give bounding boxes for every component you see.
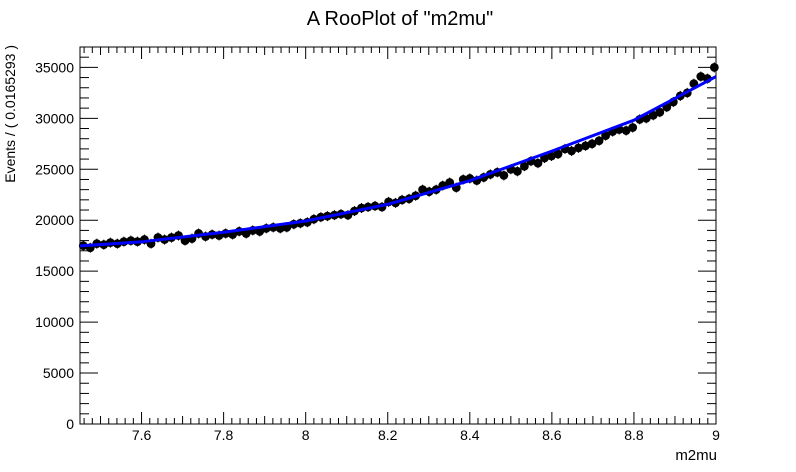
x-tick-label: 8.6 — [542, 427, 562, 443]
data-point — [567, 146, 576, 156]
x-tick-label: 8.4 — [460, 427, 480, 443]
data-point — [519, 161, 529, 171]
y-tick-label: 5000 — [43, 365, 74, 381]
chart-title: A RooPlot of "m2mu" — [307, 8, 494, 30]
x-tick-label: 7.8 — [214, 427, 234, 443]
fit-curve — [79, 75, 717, 248]
plot-frame — [79, 46, 717, 425]
data-point — [499, 170, 509, 180]
y-axis: 0 5000 10000 15000 20000 25000 30000 35000 — [35, 46, 716, 432]
data-point — [621, 126, 631, 135]
data-point — [594, 136, 604, 146]
x-tick-label: 8.2 — [378, 427, 398, 443]
y-tick-label: 30000 — [35, 110, 74, 126]
x-tick-label: 9 — [712, 427, 720, 443]
x-axis-label: m2mu — [675, 447, 717, 464]
data-point — [648, 110, 658, 120]
data-point — [655, 107, 665, 117]
data-point — [709, 62, 719, 72]
data-point — [601, 131, 611, 141]
data-point — [574, 143, 583, 153]
data-point — [255, 227, 265, 236]
y-tick-label: 15000 — [35, 263, 74, 279]
x-tick-label: 8.8 — [624, 427, 644, 443]
x-tick-label: 8 — [302, 427, 310, 443]
y-axis-label: Events / ( 0.0165293 ) — [2, 45, 18, 183]
y-tick-label: 0 — [66, 416, 74, 432]
data-points — [78, 62, 719, 253]
y-tick-label: 35000 — [35, 59, 74, 75]
data-point — [241, 229, 251, 238]
data-point — [587, 139, 597, 149]
data-point — [628, 123, 638, 132]
y-tick-label: 25000 — [35, 161, 74, 177]
data-point — [553, 149, 563, 159]
x-axis: 7.6 7.8 8 8.2 8.4 8.6 8.8 9 — [83, 47, 720, 443]
y-tick-label: 20000 — [35, 212, 74, 228]
y-tick-label: 10000 — [35, 314, 74, 330]
x-tick-label: 7.6 — [132, 427, 152, 443]
data-point — [533, 158, 543, 168]
fit-curve-layer — [79, 75, 717, 248]
data-point — [513, 166, 522, 176]
plot-frame-border — [79, 46, 717, 425]
